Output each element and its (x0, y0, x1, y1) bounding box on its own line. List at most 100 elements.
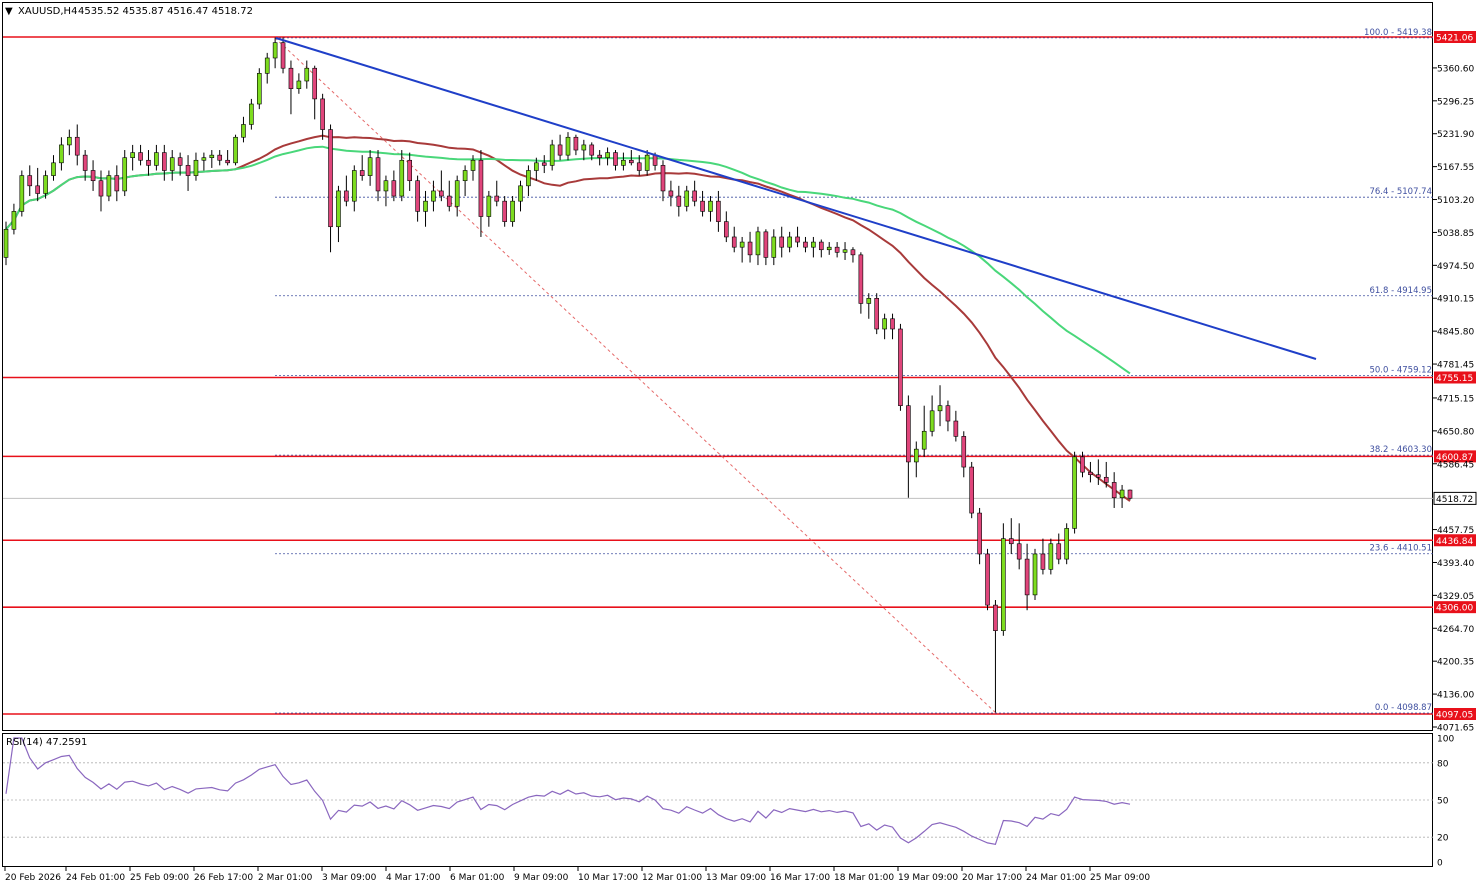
price-tick-label: 4329.05 (1437, 592, 1474, 602)
candle-body (882, 318, 887, 330)
level-price-box (1434, 31, 1476, 43)
price-tick-label: 5296.25 (1437, 97, 1474, 107)
candle-body (502, 200, 507, 222)
fib-level-label: 23.6 - 4410.51 (1369, 544, 1432, 554)
time-tick-label: 25 Feb 09:00 (130, 873, 189, 883)
candle-body (811, 241, 816, 248)
candle-body (636, 162, 642, 171)
candle-body (1096, 474, 1101, 478)
candle-body (1080, 456, 1085, 473)
candle-body (969, 466, 974, 514)
rsi-line (5, 737, 1131, 845)
candle-body (130, 152, 135, 159)
time-axis: 20 Feb 2026 24 Feb 01:00 25 Feb 09:00 26 Fe… (4, 867, 1150, 883)
time-tick-label: 18 Mar 01:00 (834, 873, 894, 883)
candle-body (534, 162, 539, 171)
fib-level-label: 38.2 - 4603.30 (1369, 445, 1432, 455)
price-tick-label: 4200.35 (1437, 658, 1474, 668)
time-tick-label: 24 Feb 01:00 (66, 873, 125, 883)
candles-layer (3, 37, 1133, 713)
candle-body (787, 236, 792, 248)
descending-trendline[interactable] (275, 37, 1317, 360)
level-price-label: 4436.84 (1436, 537, 1473, 547)
candle-body (1103, 476, 1109, 483)
candle-body (565, 136, 571, 156)
price-tick-label: 4586.45 (1437, 460, 1474, 470)
price-tick-label: 4393.40 (1437, 559, 1474, 569)
candle-body (866, 298, 872, 304)
candle-body (494, 195, 500, 202)
candle-body (11, 211, 17, 230)
candle-body (209, 154, 215, 159)
header-arrow-icon[interactable]: ▼ (5, 6, 13, 17)
time-tick-label: 9 Mar 09:00 (514, 873, 569, 883)
candle-body (1072, 456, 1077, 529)
candle-body (510, 200, 515, 222)
candle-body (684, 190, 690, 207)
candle-body (82, 154, 88, 171)
candle-body (1088, 471, 1093, 476)
candle-body (344, 190, 349, 202)
candle-body (280, 42, 286, 69)
time-tick-label: 20 Mar 17:00 (962, 873, 1022, 883)
candle-body (700, 200, 705, 212)
candle-body (272, 42, 278, 59)
candle-body (629, 159, 634, 164)
candle-body (225, 159, 230, 164)
time-tick-label: 12 Mar 01:00 (642, 873, 702, 883)
candle-body (328, 129, 333, 228)
main-pane-frame (2, 2, 1433, 731)
candle-body (858, 254, 864, 304)
candle-body (264, 57, 270, 74)
time-tick-label: 24 Mar 01:00 (1026, 873, 1086, 883)
candle-body (256, 73, 262, 105)
fib-level-label: 0.0 - 4098.87 (1375, 703, 1432, 713)
price-axis: 5360.60 5296.25 5231.90 5167.55 5103.20 5038.… (1433, 64, 1474, 733)
candle-body (660, 165, 666, 192)
candle-body (1024, 558, 1030, 596)
rsi-tick-label: 80 (1437, 759, 1449, 769)
candle-body (803, 241, 808, 248)
price-tick-label: 5167.55 (1437, 163, 1474, 173)
candle-body (921, 430, 927, 450)
candle-body (320, 98, 325, 130)
price-tick-label: 4650.80 (1437, 427, 1474, 437)
candle-body (850, 249, 856, 256)
candle-body (842, 249, 848, 253)
candle-body (470, 159, 476, 171)
candle-body (834, 246, 840, 253)
price-tick-label: 5103.20 (1437, 196, 1474, 206)
candle-body (731, 236, 737, 248)
candle-body (945, 405, 951, 422)
trendline-layer[interactable] (275, 37, 1317, 360)
candle-body (771, 236, 777, 258)
candle-body (367, 157, 373, 176)
time-tick-label: 16 Mar 17:00 (770, 873, 830, 883)
ohlc-readout: 4535.52 4535.87 4516.47 4518.72 (78, 6, 253, 17)
candle-body (906, 405, 911, 463)
fib-level-label: 50.0 - 4759.12 (1369, 365, 1432, 375)
candle-body (201, 157, 207, 161)
level-price-label: 4097.05 (1436, 711, 1473, 721)
candle-body (383, 180, 389, 192)
candle-body (169, 157, 175, 171)
price-tick-label: 5360.60 (1437, 64, 1474, 74)
horizontal-levels-layer: 5421.06 4755.15 4600.87 4436.84 4306.00 4097.… (3, 31, 1477, 721)
candle-body (1064, 528, 1069, 560)
price-tick-label: 4781.45 (1437, 361, 1474, 371)
level-price-box (1434, 534, 1476, 547)
candle-body (644, 154, 650, 171)
candle-body (454, 180, 460, 207)
candle-body (716, 200, 721, 222)
candle-body (597, 154, 602, 159)
candle-body (106, 175, 112, 197)
candle-body (573, 136, 579, 151)
price-tick-label: 4136.00 (1437, 691, 1474, 701)
candle-body (162, 152, 167, 171)
candle-body (114, 175, 120, 192)
price-tick-label: 5038.85 (1437, 229, 1474, 239)
candle-body (1001, 538, 1006, 631)
level-price-box (1434, 601, 1476, 614)
